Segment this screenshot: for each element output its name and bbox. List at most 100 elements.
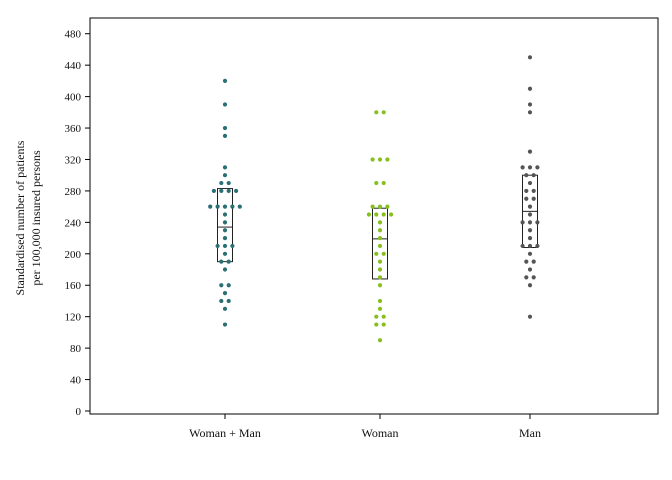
data-point [527,110,533,115]
data-point [527,149,533,154]
data-point [531,173,536,178]
data-point [377,283,383,288]
box-iqr [217,188,233,263]
data-point [377,157,383,162]
data-point [374,180,379,186]
x-category-label: Woman + Man [189,426,261,440]
data-point [219,259,224,264]
data-point [222,220,228,225]
data-point [377,306,383,311]
data-point [222,267,228,272]
data-point [524,188,529,194]
data-point [535,243,540,249]
data-point [377,235,383,241]
data-point [370,204,375,209]
y-tick-label: 320 [65,154,82,166]
data-point [527,180,533,186]
data-point [527,220,533,225]
data-point [377,298,383,304]
data-point [535,165,540,170]
data-point [211,188,216,194]
data-point [219,283,224,288]
data-point [230,204,235,209]
data-point [234,188,239,194]
data-point [527,86,533,91]
data-point [524,275,529,280]
data-point [226,283,231,288]
data-point [226,259,231,264]
data-point [366,212,371,217]
data-point [381,212,386,217]
data-point [385,204,390,209]
data-point [527,235,533,241]
data-point [377,220,383,225]
data-point [226,188,231,194]
data-point [237,204,242,209]
y-tick-label: 280 [65,186,82,198]
y-tick-label: 240 [65,217,82,229]
data-point [524,259,529,264]
data-point [222,243,228,249]
data-point [374,212,379,217]
data-point [527,165,533,170]
data-point [531,196,536,201]
y-tick-label: 120 [65,312,82,324]
data-point [527,55,533,60]
data-point [527,228,533,233]
data-point [520,165,525,170]
data-point [230,243,235,249]
data-point [370,157,375,162]
data-point [222,125,228,131]
data-point [222,165,228,170]
data-point [524,196,529,201]
data-point [527,283,533,288]
data-point [527,251,533,256]
data-point [385,157,390,162]
data-point [527,243,533,249]
y-tick-label: 440 [65,60,82,72]
data-point [222,306,228,311]
y-tick-label: 160 [65,280,82,292]
data-point [520,243,525,249]
data-point [222,235,228,241]
data-point [377,228,383,233]
data-point [222,78,228,83]
data-point [527,102,533,107]
plot-frame [89,17,659,415]
data-point [377,267,383,272]
y-axis-title: Standardised number of patients per 100,… [13,140,43,295]
data-point [527,267,533,272]
y-tick-label: 40 [70,375,82,387]
y-tick-label: 360 [65,123,82,135]
y-tick-label: 480 [65,29,82,41]
data-point [377,338,383,343]
data-point [531,259,536,264]
data-point [527,212,533,217]
data-point [531,188,536,194]
data-point [389,212,394,217]
data-point [222,133,228,138]
data-point [226,180,231,186]
data-point [374,251,379,256]
y-tick-label: 200 [65,249,82,261]
x-category-label: Woman [361,426,398,440]
x-category-label: Man [519,426,541,440]
y-axis-title-line-1: Standardised number of patients [13,140,27,295]
data-point [374,110,379,115]
data-point [527,314,533,319]
y-tick-label: 400 [65,92,82,104]
data-point [374,322,379,327]
data-point [219,180,224,186]
data-point [222,251,228,256]
data-point [524,173,529,178]
data-point [222,291,228,296]
data-point [222,102,228,107]
data-point [222,173,228,178]
data-point [222,212,228,217]
data-point [381,251,386,256]
data-point [222,228,228,233]
data-point [527,204,533,209]
data-point [222,204,228,209]
